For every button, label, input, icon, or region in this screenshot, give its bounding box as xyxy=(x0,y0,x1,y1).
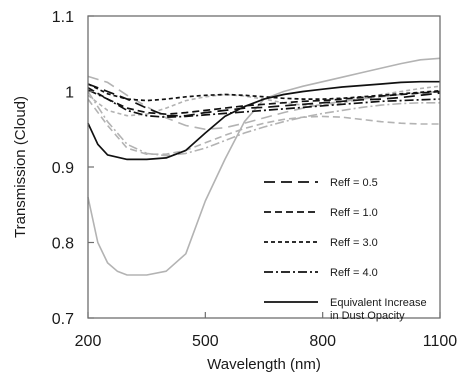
legend-label: Reff = 4.0 xyxy=(330,267,378,279)
y-tick-label: 1 xyxy=(65,85,74,102)
y-tick-label: 0.8 xyxy=(52,236,74,253)
series-line-10-solid-grey xyxy=(87,57,441,276)
series-line-3-short-dash-black xyxy=(87,83,441,102)
legend: Reff = 0.5 Reff = 1.0 Reff = 3.0 Reff = 4.0… xyxy=(264,177,427,322)
plot-lines xyxy=(87,57,441,276)
legend-label: Reff = 1.0 xyxy=(330,207,378,219)
series-line-4-dash-dot-black xyxy=(87,89,441,119)
y-tick-label: 0.7 xyxy=(52,311,74,328)
legend-label: Equivalent Increase in Dust Opacity xyxy=(330,297,427,322)
x-tick-label: 800 xyxy=(309,333,336,350)
tick-labels: 200 500 800 1100 0.7 0.8 0.9 1 1.1 xyxy=(52,9,458,350)
x-axis-title: Wavelength (nm) xyxy=(207,356,321,373)
legend-label: Reff = 0.5 xyxy=(330,177,378,189)
x-tick-label: 500 xyxy=(192,333,219,350)
legend-label: Reff = 3.0 xyxy=(330,237,378,249)
axis-ticks xyxy=(87,15,441,319)
y-tick-label: 0.9 xyxy=(52,160,74,177)
series-line-9-dash-dot-grey xyxy=(87,91,440,157)
legend-label-line: in Dust Opacity xyxy=(330,310,405,322)
x-tick-label: 200 xyxy=(75,333,102,350)
y-tick-label: 1.1 xyxy=(52,9,74,26)
series-line-5-solid-black xyxy=(87,80,440,161)
legend-label-line: Equivalent Increase xyxy=(330,297,427,309)
x-tick-label: 1100 xyxy=(423,333,458,350)
y-axis-title: Transmission (Cloud) xyxy=(12,96,29,238)
